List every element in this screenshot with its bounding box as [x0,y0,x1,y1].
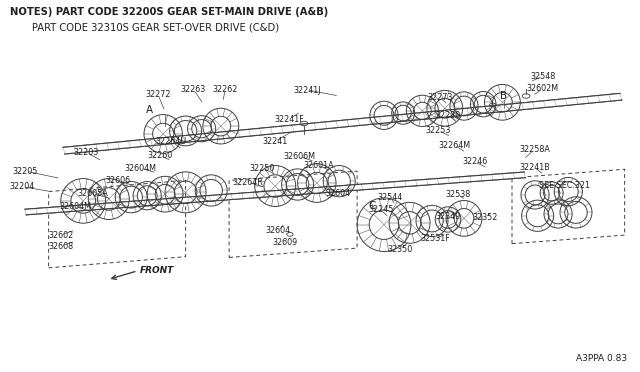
Text: 32606M: 32606M [284,152,316,161]
Text: B: B [500,90,508,100]
Text: 32241B: 32241B [519,163,550,172]
Polygon shape [25,172,525,215]
Text: NOTES) PART CODE 32200S GEAR SET-MAIN DRIVE (A&B): NOTES) PART CODE 32200S GEAR SET-MAIN DR… [10,7,328,17]
Text: 32264M: 32264M [438,141,470,150]
Text: 32260: 32260 [147,151,173,160]
Polygon shape [63,93,621,154]
Text: 32204: 32204 [10,182,35,191]
Text: FRONT: FRONT [140,266,174,275]
Text: 32273: 32273 [428,93,453,102]
Text: 32601A: 32601A [303,161,334,170]
Text: 32602M: 32602M [527,84,559,93]
Text: 32250: 32250 [250,164,275,173]
Text: 32241: 32241 [262,137,288,146]
Text: 32205: 32205 [13,167,38,176]
Text: 32245: 32245 [368,205,394,214]
Text: 32608: 32608 [48,242,74,251]
Text: 32263: 32263 [180,85,206,94]
Text: A3PPA 0.83: A3PPA 0.83 [576,354,627,363]
Text: 32246: 32246 [462,157,488,166]
Text: 32606: 32606 [106,176,131,185]
Text: 32544: 32544 [378,193,403,202]
Text: 32272: 32272 [145,90,171,99]
Text: 32350: 32350 [387,245,413,254]
Text: 32253: 32253 [426,126,451,135]
Text: 32604: 32604 [325,189,351,198]
Text: 32604: 32604 [266,226,291,235]
Text: A: A [146,105,153,115]
Text: 32264R: 32264R [232,178,263,187]
Text: 32352: 32352 [472,213,498,222]
Text: 32548: 32548 [530,72,556,81]
Text: 32604M: 32604M [125,164,157,173]
Text: C: C [368,201,376,211]
Text: 32258A: 32258A [519,145,550,154]
Text: 32349: 32349 [435,212,461,221]
Text: 32241F: 32241F [275,115,304,124]
Text: 32604M: 32604M [60,202,92,211]
Text: SEE SEC.321: SEE SEC.321 [539,182,590,190]
Text: 32538: 32538 [445,190,470,199]
Text: 32230: 32230 [435,111,461,120]
Text: 32241J: 32241J [294,86,321,94]
Text: 32609: 32609 [272,238,298,247]
Text: 32264U: 32264U [156,137,187,146]
Text: 32605A: 32605A [77,189,108,198]
Text: 32602: 32602 [48,231,74,240]
Text: 32262: 32262 [212,85,238,94]
Text: 32531F: 32531F [420,234,450,243]
Text: PART CODE 32310S GEAR SET-OVER DRIVE (C&D): PART CODE 32310S GEAR SET-OVER DRIVE (C&… [10,22,279,32]
Text: 32203: 32203 [74,148,99,157]
